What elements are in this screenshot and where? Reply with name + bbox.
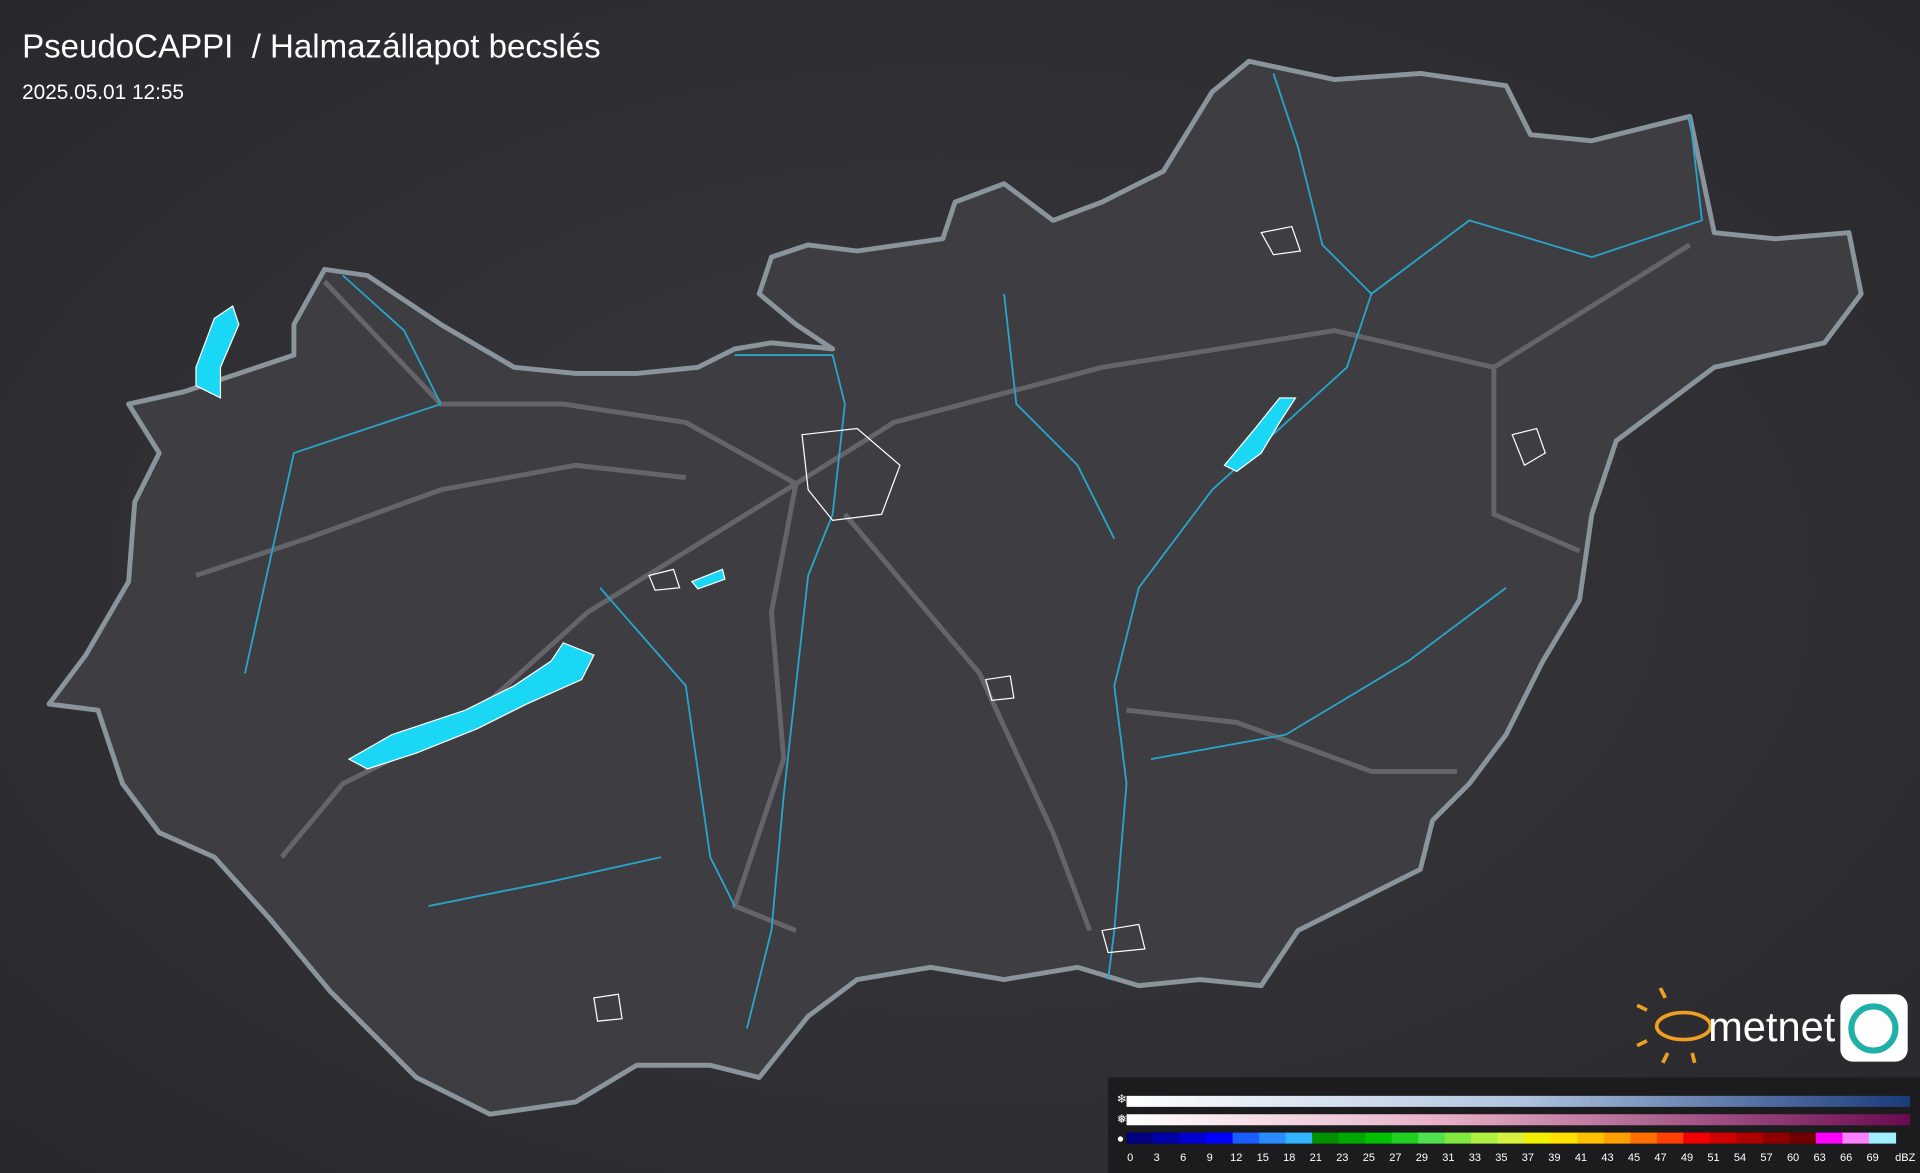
legend-tick-label: 37 bbox=[1522, 1152, 1534, 1164]
rain-color bbox=[1683, 1132, 1711, 1144]
legend-tick-label: 29 bbox=[1416, 1152, 1428, 1164]
rain-color bbox=[1736, 1132, 1764, 1144]
rain-color bbox=[1391, 1132, 1419, 1144]
legend-tick-label: 0 bbox=[1127, 1152, 1133, 1164]
timestamp: 2025.05.01 12:55 bbox=[22, 81, 184, 104]
rain-icon: ● bbox=[1117, 1131, 1124, 1145]
snow-scale bbox=[1126, 1095, 1911, 1107]
lakes bbox=[195, 305, 1297, 770]
rain-color bbox=[1365, 1132, 1393, 1144]
rain-color bbox=[1762, 1132, 1791, 1144]
rain-color bbox=[1444, 1132, 1472, 1144]
rain-color bbox=[1206, 1132, 1234, 1144]
legend-tick-label: 45 bbox=[1628, 1152, 1640, 1164]
legend-tick-label: 23 bbox=[1336, 1152, 1348, 1164]
title: PseudoCAPPI / Halmazállapot becslés bbox=[22, 29, 601, 66]
rain-color bbox=[1577, 1132, 1605, 1144]
rain-color bbox=[1656, 1132, 1684, 1144]
legend-tick-label: 3 bbox=[1154, 1152, 1160, 1164]
rivers bbox=[244, 73, 1704, 1029]
legend-tick-label: 12 bbox=[1230, 1152, 1242, 1164]
legend-tick-label: 15 bbox=[1257, 1152, 1269, 1164]
logo: metnet bbox=[1636, 987, 1908, 1064]
rain-color bbox=[1842, 1132, 1870, 1144]
mixed-icon: ❅ bbox=[1117, 1112, 1127, 1126]
logo-swirl bbox=[1848, 1003, 1899, 1054]
sun-icon bbox=[1636, 987, 1713, 1064]
legend: ❄ ❅ ● 0 3 6 9 12 15 18 21 23 25 27 29 31 33 35 37 39 41 43… bbox=[1108, 1077, 1920, 1173]
legend-tick-label: 60 bbox=[1787, 1152, 1799, 1164]
rain-color bbox=[1259, 1132, 1287, 1144]
legend-tick-label: 33 bbox=[1469, 1152, 1481, 1164]
logo-text: metnet bbox=[1708, 1003, 1836, 1050]
legend-tick-label: 9 bbox=[1207, 1152, 1213, 1164]
legend-tick-label: 54 bbox=[1734, 1152, 1746, 1164]
legend-tick-label: 47 bbox=[1654, 1152, 1666, 1164]
rain-color bbox=[1179, 1132, 1207, 1144]
rain-color bbox=[1232, 1132, 1260, 1144]
country-outline bbox=[46, 58, 1864, 1117]
rain-color bbox=[1630, 1132, 1658, 1144]
legend-tick-label: 39 bbox=[1548, 1152, 1560, 1164]
rain-color bbox=[1497, 1132, 1525, 1144]
legend-tick-label: 51 bbox=[1707, 1152, 1719, 1164]
legend-tick-label: 57 bbox=[1760, 1152, 1772, 1164]
rain-color bbox=[1815, 1132, 1844, 1144]
legend-tick-label: 35 bbox=[1495, 1152, 1507, 1164]
legend-tick-label: 63 bbox=[1813, 1152, 1825, 1164]
legend-tick-label: 25 bbox=[1363, 1152, 1375, 1164]
legend-tick-label: 43 bbox=[1601, 1152, 1613, 1164]
legend-tick-label: 69 bbox=[1866, 1152, 1878, 1164]
legend-tick-label: 18 bbox=[1283, 1152, 1295, 1164]
rain-color bbox=[1524, 1132, 1552, 1144]
legend-tick-label: 6 bbox=[1180, 1152, 1186, 1164]
rain-color bbox=[1603, 1132, 1631, 1144]
legend-tick-label: 21 bbox=[1310, 1152, 1322, 1164]
rain-color bbox=[1338, 1132, 1366, 1144]
rain-color bbox=[1285, 1132, 1313, 1144]
rain-color bbox=[1153, 1132, 1181, 1144]
legend-tick-label: 41 bbox=[1575, 1152, 1587, 1164]
rain-color bbox=[1312, 1132, 1340, 1144]
rain-color bbox=[1709, 1132, 1737, 1144]
legend-tick-label: 66 bbox=[1840, 1152, 1852, 1164]
mixed-scale bbox=[1126, 1114, 1911, 1126]
rain-color bbox=[1789, 1132, 1817, 1144]
settlements bbox=[593, 225, 1547, 1022]
legend-tick-label: 31 bbox=[1442, 1152, 1454, 1164]
rain-color bbox=[1868, 1132, 1897, 1144]
rain-color bbox=[1418, 1132, 1446, 1144]
snow-icon: ❄ bbox=[1117, 1092, 1127, 1106]
rain-color bbox=[1126, 1132, 1154, 1144]
rain-color bbox=[1550, 1132, 1578, 1144]
legend-tick-label: 49 bbox=[1681, 1152, 1693, 1164]
rain-color bbox=[1471, 1132, 1499, 1144]
legend-unit: dBZ bbox=[1895, 1152, 1915, 1164]
legend-tick-label: 27 bbox=[1389, 1152, 1401, 1164]
